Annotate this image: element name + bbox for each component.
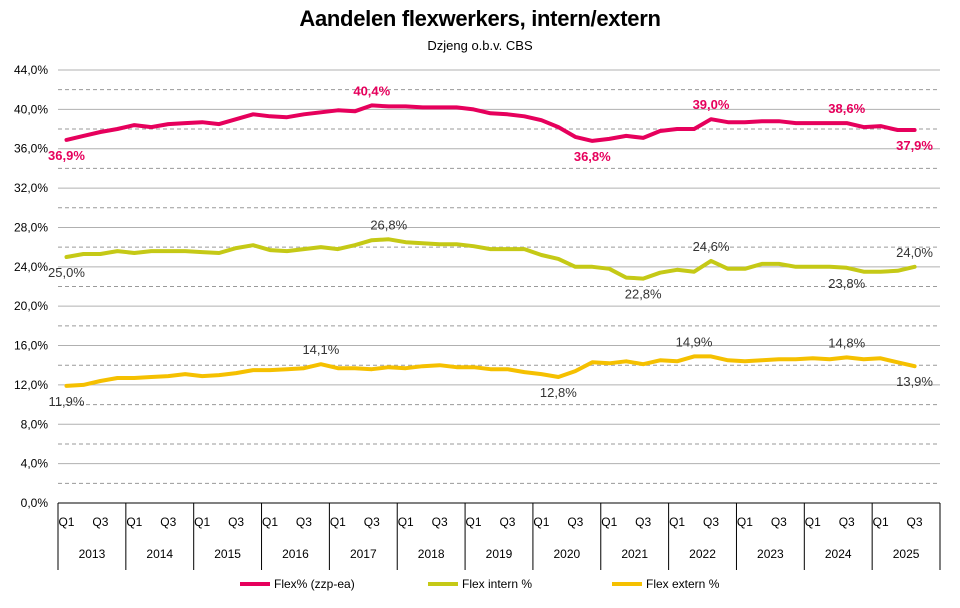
- y-tick-label: 12,0%: [14, 378, 48, 392]
- legend-label: Flex% (zzp-ea): [274, 577, 355, 591]
- x-tick-label: Q3: [839, 515, 855, 529]
- data-label: 12,8%: [540, 385, 577, 400]
- legend-label: Flex extern %: [646, 577, 720, 591]
- year-label: 2013: [79, 547, 106, 561]
- series-line-2: [64, 354, 917, 388]
- data-label: 36,9%: [48, 148, 85, 163]
- x-tick-label: Q3: [635, 515, 651, 529]
- data-label: 23,8%: [828, 276, 865, 291]
- x-tick-label: Q1: [466, 515, 482, 529]
- y-tick-label: 32,0%: [14, 181, 48, 195]
- legend-item-flex-intern: Flex intern %: [428, 577, 532, 591]
- year-label: 2015: [214, 547, 241, 561]
- x-tick-label: Q1: [58, 515, 74, 529]
- data-label: 11,9%: [49, 394, 85, 409]
- y-tick-label: 44,0%: [14, 63, 48, 77]
- legend-swatch: [612, 582, 642, 586]
- data-label: 14,1%: [302, 342, 339, 357]
- chart-title: Aandelen flexwerkers, intern/extern: [299, 6, 661, 31]
- series-line-0: [64, 103, 917, 143]
- data-label: 24,0%: [896, 245, 933, 260]
- data-label: 40,4%: [353, 83, 390, 98]
- x-tick-label: Q1: [601, 515, 617, 529]
- legend-swatch: [240, 582, 270, 586]
- legend: Flex% (zzp-ea) Flex intern % Flex extern…: [0, 577, 960, 597]
- x-tick-label: Q1: [330, 515, 346, 529]
- data-label: 22,8%: [625, 287, 662, 302]
- legend-item-flex-extern: Flex extern %: [612, 577, 719, 591]
- data-label: 24,6%: [693, 239, 730, 254]
- year-label: 2024: [825, 547, 852, 561]
- x-tick-label: Q3: [92, 515, 108, 529]
- x-tick-label: Q3: [296, 515, 312, 529]
- x-tick-label: Q3: [499, 515, 515, 529]
- x-tick-label: Q3: [907, 515, 923, 529]
- y-tick-label: 40,0%: [14, 102, 48, 116]
- x-tick-label: Q3: [703, 515, 719, 529]
- y-tick-label: 16,0%: [14, 339, 48, 353]
- y-tick-label: 36,0%: [14, 142, 48, 156]
- y-tick-label: 8,0%: [21, 417, 49, 431]
- x-tick-label: Q1: [669, 515, 685, 529]
- y-tick-label: 28,0%: [14, 220, 48, 234]
- x-tick-label: Q1: [533, 515, 549, 529]
- x-tick-label: Q1: [398, 515, 414, 529]
- data-label: 26,8%: [370, 217, 407, 232]
- x-tick-label: Q1: [873, 515, 889, 529]
- year-label: 2017: [350, 547, 377, 561]
- legend-label: Flex intern %: [462, 577, 533, 591]
- year-label: 2019: [486, 547, 513, 561]
- y-tick-label: 0,0%: [21, 496, 49, 510]
- series-line-1: [64, 237, 917, 281]
- data-label: 14,9%: [676, 334, 713, 349]
- year-label: 2023: [757, 547, 784, 561]
- x-tick-label: Q1: [194, 515, 210, 529]
- year-label: 2020: [553, 547, 580, 561]
- x-tick-label: Q3: [160, 515, 176, 529]
- year-label: 2018: [418, 547, 445, 561]
- legend-item-flex-zzp: Flex% (zzp-ea): [240, 577, 355, 591]
- data-label: 39,0%: [693, 97, 730, 112]
- x-tick-label: Q1: [805, 515, 821, 529]
- x-tick-label: Q3: [567, 515, 583, 529]
- year-label: 2022: [689, 547, 716, 561]
- y-tick-label: 4,0%: [21, 457, 49, 471]
- x-tick-label: Q1: [737, 515, 753, 529]
- x-tick-label: Q1: [126, 515, 142, 529]
- y-tick-label: 24,0%: [14, 260, 48, 274]
- data-label: 25,0%: [48, 265, 85, 280]
- x-tick-label: Q1: [262, 515, 278, 529]
- y-tick-label: 20,0%: [14, 299, 48, 313]
- year-label: 2025: [893, 547, 920, 561]
- x-tick-label: Q3: [364, 515, 380, 529]
- data-label: 38,6%: [828, 101, 865, 116]
- x-tick-label: Q3: [771, 515, 787, 529]
- chart-subtitle: Dzjeng o.b.v. CBS: [427, 38, 533, 53]
- legend-swatch: [428, 582, 458, 586]
- x-tick-label: Q3: [432, 515, 448, 529]
- data-label: 13,9%: [896, 374, 933, 389]
- x-tick-label: Q3: [228, 515, 244, 529]
- data-label: 14,8%: [828, 335, 865, 350]
- data-label: 37,9%: [896, 138, 933, 153]
- year-label: 2016: [282, 547, 309, 561]
- year-label: 2021: [621, 547, 648, 561]
- year-label: 2014: [146, 547, 173, 561]
- data-label: 36,8%: [574, 149, 611, 164]
